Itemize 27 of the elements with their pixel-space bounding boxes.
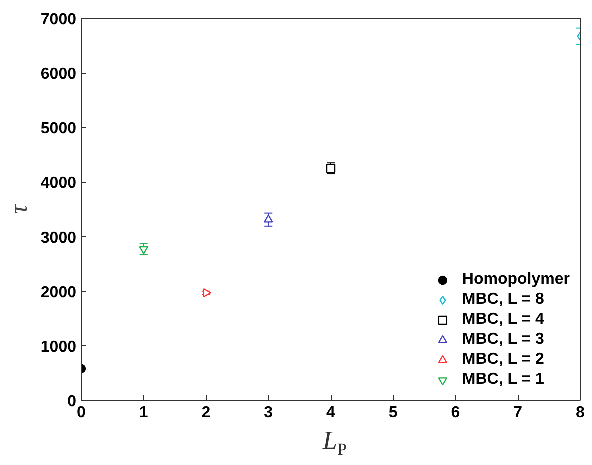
x-tick-label: 1	[139, 404, 148, 422]
point	[264, 214, 274, 223]
legend-label: MBC, L = 2	[462, 351, 544, 369]
legend-label: MBC, L = 1	[462, 371, 544, 389]
x-tick-label: 3	[264, 404, 274, 422]
legend-label: MBC, L = 8	[462, 291, 544, 309]
y-tick-label: 1000	[40, 338, 77, 356]
legend-label: Homopolymer	[462, 271, 570, 289]
x-tick-label: 7	[514, 404, 523, 422]
x-axis-title: L$_{P}$	[323, 426, 347, 460]
y-tick-label: 2000	[40, 284, 77, 302]
point	[139, 246, 148, 255]
x-tick-label: 5	[388, 404, 398, 422]
y-tick-label: 4000	[40, 175, 77, 192]
point	[203, 288, 212, 298]
y-tick-label: 6000	[40, 66, 77, 84]
x-tick-label: 6	[451, 404, 460, 422]
legend-label: MBC, L = 4	[462, 311, 544, 329]
x-tick-label: 4	[326, 404, 336, 422]
y-tick-label: 7000	[40, 12, 77, 28]
y-tick-label: 0	[68, 394, 77, 410]
x-tick-label: 2	[202, 404, 211, 422]
x-tick-label: 8	[576, 404, 586, 422]
y-tick-label: 3000	[40, 230, 77, 247]
y-axis-title: τ	[4, 203, 33, 214]
legend-label: MBC, L = 3	[462, 331, 544, 349]
y-tick-label: 5000	[40, 120, 77, 138]
